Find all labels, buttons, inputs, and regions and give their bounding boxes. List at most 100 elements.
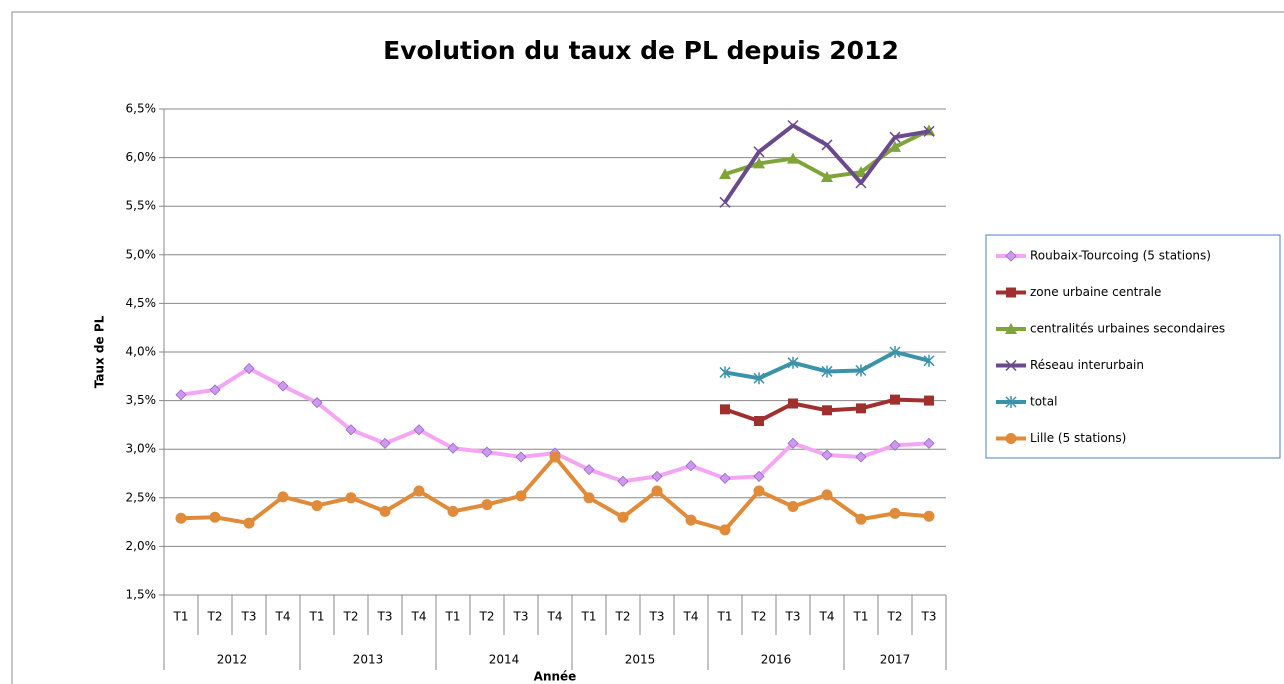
marker xyxy=(1005,323,1017,334)
marker xyxy=(855,177,867,189)
marker xyxy=(889,439,901,451)
x-tick-label: T4 xyxy=(547,610,563,624)
y-tick-label: 5,5% xyxy=(126,199,157,213)
marker xyxy=(787,119,799,132)
x-tick-label: T1 xyxy=(581,610,597,624)
marker xyxy=(515,451,527,463)
marker xyxy=(719,524,731,536)
x-tick-label: T4 xyxy=(683,610,699,624)
x-tick-label: T1 xyxy=(445,610,461,624)
x-tick-label: T2 xyxy=(343,610,359,624)
marker xyxy=(583,464,595,476)
marker xyxy=(753,485,765,497)
marker xyxy=(175,389,187,401)
legend-label: Roubaix-Tourcoing (5 stations) xyxy=(1030,249,1211,263)
x-tick-label: T2 xyxy=(887,610,903,624)
marker xyxy=(889,346,901,358)
marker xyxy=(821,365,833,378)
marker xyxy=(1005,359,1017,372)
marker xyxy=(685,460,697,472)
marker xyxy=(753,470,765,482)
legend-label: centralités urbaines secondaires xyxy=(1030,322,1225,336)
marker xyxy=(821,171,833,183)
legend-label: zone urbaine centrale xyxy=(1030,285,1161,299)
marker xyxy=(855,513,867,525)
marker xyxy=(719,472,731,484)
y-tick-label: 4,0% xyxy=(126,345,157,359)
marker xyxy=(243,362,255,375)
x-tick-label: T2 xyxy=(751,610,767,624)
marker xyxy=(822,405,832,416)
group-label: 2015 xyxy=(625,653,656,667)
group-label: 2013 xyxy=(353,653,384,667)
chart-title: Evolution du taux de PL depuis 2012 xyxy=(383,36,899,65)
y-tick-label: 5,0% xyxy=(126,247,157,261)
x-tick-label: T4 xyxy=(411,610,427,624)
marker xyxy=(651,485,663,497)
marker xyxy=(277,491,289,503)
y-tick-label: 6,0% xyxy=(126,150,157,164)
marker xyxy=(311,396,323,409)
group-label: 2012 xyxy=(217,653,248,667)
legend-box xyxy=(985,234,1281,459)
group-label: 2016 xyxy=(761,653,792,667)
marker xyxy=(617,475,629,487)
marker xyxy=(413,424,425,436)
y-tick-label: 2,0% xyxy=(126,539,157,553)
marker xyxy=(720,404,730,415)
marker xyxy=(787,501,799,513)
marker xyxy=(345,424,357,436)
x-tick-label: T3 xyxy=(921,610,937,624)
marker xyxy=(753,157,765,169)
marker xyxy=(754,416,764,427)
legend-label: total xyxy=(1030,395,1057,409)
marker xyxy=(549,451,561,463)
marker xyxy=(311,500,323,512)
marker xyxy=(277,380,289,392)
x-tick-label: T1 xyxy=(853,610,869,624)
marker xyxy=(890,394,900,405)
x-tick-label: T3 xyxy=(513,610,529,624)
x-tick-label: T1 xyxy=(309,610,325,624)
marker xyxy=(447,442,459,454)
x-tick-label: T3 xyxy=(377,610,393,624)
marker xyxy=(855,364,867,377)
marker xyxy=(924,395,934,406)
marker xyxy=(889,507,901,519)
marker xyxy=(209,511,221,523)
marker xyxy=(209,384,221,396)
y-tick-label: 2,5% xyxy=(126,490,157,504)
marker xyxy=(413,485,425,497)
marker xyxy=(855,166,867,178)
y-tick-label: 1,5% xyxy=(126,588,157,602)
marker xyxy=(855,451,867,463)
marker xyxy=(889,131,901,143)
marker xyxy=(821,449,833,461)
y-tick-label: 3,5% xyxy=(126,393,157,407)
marker xyxy=(243,517,255,529)
group-label: 2014 xyxy=(489,653,520,667)
marker xyxy=(175,512,187,524)
legend-label: Réseau interurbain xyxy=(1030,358,1144,372)
marker xyxy=(787,152,799,164)
x-tick-label: T2 xyxy=(615,610,631,624)
x-tick-label: T4 xyxy=(275,610,291,624)
marker xyxy=(821,489,833,501)
y-tick-label: 3,0% xyxy=(126,442,157,456)
x-axis-title: Année xyxy=(534,670,577,684)
legend-label: Lille (5 stations) xyxy=(1030,431,1126,445)
marker xyxy=(923,125,935,137)
group-label: 2017 xyxy=(880,653,911,667)
marker xyxy=(1006,287,1016,298)
x-tick-label: T4 xyxy=(819,610,835,624)
marker xyxy=(1005,433,1017,444)
marker xyxy=(617,511,629,523)
x-tick-label: T2 xyxy=(207,610,223,624)
marker xyxy=(719,366,731,379)
y-tick-label: 4,5% xyxy=(126,296,157,310)
marker xyxy=(753,372,765,385)
x-tick-label: T3 xyxy=(785,610,801,624)
marker xyxy=(753,146,765,158)
